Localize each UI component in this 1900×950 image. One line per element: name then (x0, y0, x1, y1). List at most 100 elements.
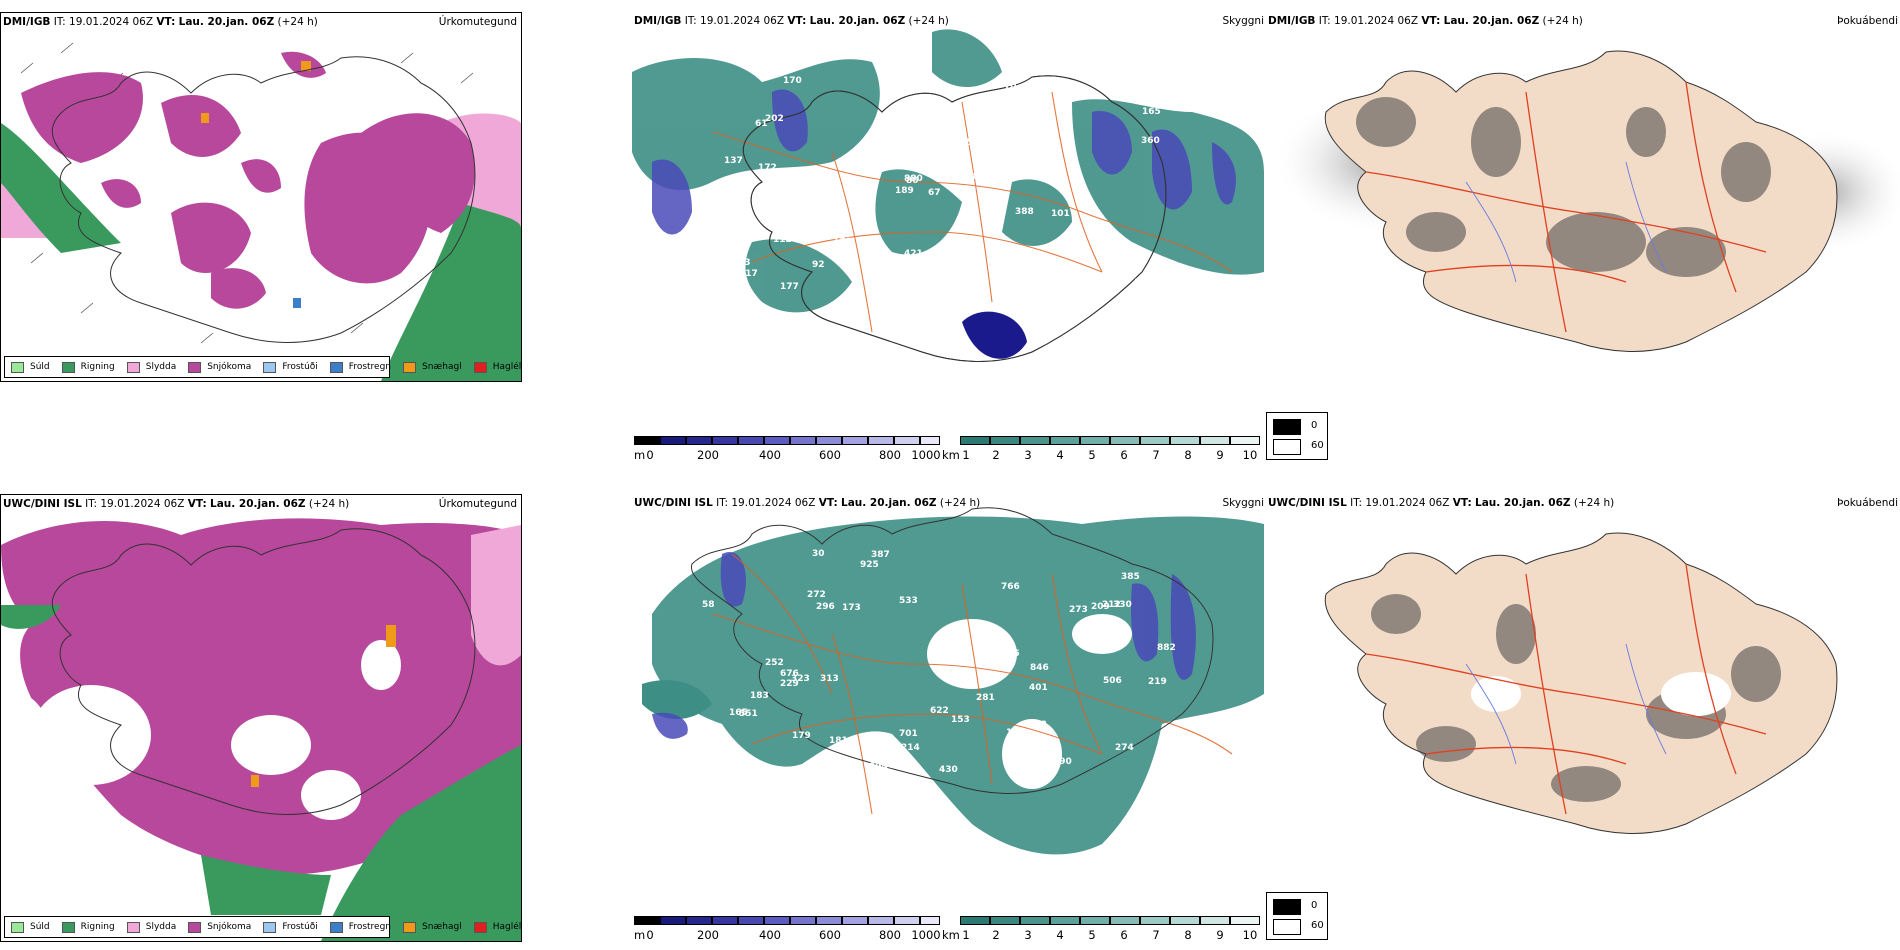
ceiling-value-label: 165 (729, 708, 748, 718)
visibility-unit: km (942, 928, 960, 942)
fog-patches (1356, 97, 1771, 277)
ceiling-value-label: 330 (1113, 600, 1132, 610)
rivers (1465, 643, 1667, 765)
ceiling-value-label: 140 (1134, 278, 1153, 288)
legend-item: Snjókoma (188, 361, 251, 373)
ceiling-unit: m (634, 928, 646, 942)
tick-label: 7 (1152, 448, 1160, 462)
ceiling-value-label: 676 (780, 669, 799, 679)
ceiling-value-label: 67 (928, 188, 941, 198)
ceiling-value-label: 30 (812, 549, 825, 559)
ceiling-value-label: 202 (765, 114, 784, 124)
ceiling-value-label: 551 (739, 709, 758, 719)
tick-label: 200 (697, 928, 719, 942)
ceiling-value-label: 533 (899, 596, 918, 606)
no-precip-gaps (1, 640, 401, 895)
roads (711, 553, 1233, 815)
ceiling-value-label: 172 (758, 163, 777, 173)
legend-item: Rigning (61, 921, 115, 933)
legend-item: Snæhagl (403, 921, 462, 933)
ice-pellet-spot (301, 61, 311, 71)
ceiling-value-label: 506 (1103, 676, 1122, 686)
tick-label: 1 (962, 928, 970, 942)
ceiling-value-label: 70 (1004, 82, 1017, 92)
ceiling-value-label: 229 (780, 679, 799, 689)
fog-legend-label: 60 (1311, 920, 1324, 931)
ceiling-value-label: 171 (1006, 728, 1025, 738)
fog-map (1324, 532, 1838, 834)
legend-item: Súld (11, 361, 50, 373)
snow-area (1, 518, 521, 875)
panel-header: UWC/DINI ISL IT: 19.01.2024 06Z VT: Lau.… (1268, 497, 1615, 509)
ceiling-value-label: 191 (909, 85, 928, 95)
lowest-ceiling-area (962, 311, 1027, 359)
tick-label: 800 (879, 448, 901, 462)
ceiling-value-label: 269 (919, 117, 938, 127)
ceiling-value-label: 83 (738, 258, 751, 268)
product-title: Úrkomutegund (438, 498, 517, 510)
ceiling-value-label: 183 (750, 691, 769, 701)
tick-label: 4 (1056, 448, 1064, 462)
tick-label: 600 (819, 928, 841, 942)
rain-area (1, 605, 61, 629)
clear-areas (927, 614, 1132, 789)
ceiling-value-label: 112 (773, 235, 792, 245)
tick-label: 400 (759, 928, 781, 942)
panel-header: DMI/IGB IT: 19.01.2024 06Z VT: Lau. 20.j… (634, 15, 949, 27)
ceiling-value-label: 179 (792, 731, 811, 741)
ceiling-value-label: 117 (739, 269, 758, 279)
ceiling-value-label: 198 (960, 172, 979, 182)
tick-label: 0 (646, 448, 654, 462)
ice-pellet-spot (386, 625, 396, 647)
ceiling-value-label: 59 (931, 117, 944, 127)
tick-label: 4 (1056, 928, 1064, 942)
low-ceiling-areas (652, 552, 1196, 739)
fog-panel-uwc: UWC/DINI ISL IT: 19.01.2024 06Z VT: Lau.… (1266, 494, 1900, 900)
ceiling-unit: m (634, 448, 646, 462)
ceiling-value-label: 165 (1142, 107, 1161, 117)
ceiling-value-label: 994 (869, 762, 888, 772)
tick-label: 400 (759, 448, 781, 462)
precip-type-map (1, 42, 521, 381)
coastline (691, 507, 1214, 794)
ceiling-value-label: 137 (724, 156, 743, 166)
ceiling-value-label: 421 (904, 249, 923, 259)
ceiling-value-label: 219 (1148, 677, 1167, 687)
tick-label: 200 (697, 448, 719, 462)
ceiling-value-label: 705 (1001, 649, 1020, 659)
fog-legend-row1: 0 60 (1266, 412, 1328, 460)
tick-label: 2 (992, 448, 1000, 462)
rivers (1465, 161, 1667, 283)
tick-label: 8 (1184, 448, 1192, 462)
ceiling-value-label: 273 (1069, 605, 1088, 615)
ceiling-value-label: 189 (895, 186, 914, 196)
ceiling-value-label: 129 (953, 657, 972, 667)
fog-legend-label: 60 (1311, 440, 1324, 451)
legend-item: Frostúði (263, 361, 318, 373)
ceiling-value-label: 209 (1091, 602, 1110, 612)
tick-label: 5 (1088, 448, 1096, 462)
tick-label: 9 (1216, 448, 1224, 462)
ceiling-value-labels: 219 171 273 533 272 248 144 274 882 705 58 30 551 506… (702, 549, 1176, 775)
precip-type-panel-dmi: DMI/IGB IT: 19.01.2024 06Z VT: Lau. 20.j… (0, 12, 522, 382)
tick-label: 600 (819, 448, 841, 462)
ceiling-value-label: 214 (901, 743, 920, 753)
ceiling-value-label: 179 (833, 237, 852, 247)
ceiling-colorbar-row1: m 0 200 400 600 800 1000 (634, 436, 941, 466)
ceiling-value-label: 248 (834, 760, 853, 770)
ceiling-value-label: 153 (951, 715, 970, 725)
land-area (1324, 50, 1838, 352)
ceiling-value-label: 138 (973, 155, 992, 165)
ceiling-value-label: 388 (1015, 207, 1034, 217)
ceiling-value-label: 846 (1030, 663, 1049, 673)
tick-label: 0 (646, 928, 654, 942)
tick-label: 2 (992, 928, 1000, 942)
ceiling-value-label: 228 (1028, 720, 1047, 730)
tick-label: 1000 (911, 448, 941, 462)
rain-area-southeast (321, 745, 521, 941)
ceiling-value-label: 101 (1051, 209, 1070, 219)
low-visibility-area (642, 680, 712, 719)
ceiling-value-label: 144 (952, 636, 971, 646)
ceiling-value-label: 296 (816, 602, 835, 612)
legend-item: Haglél (473, 361, 521, 373)
